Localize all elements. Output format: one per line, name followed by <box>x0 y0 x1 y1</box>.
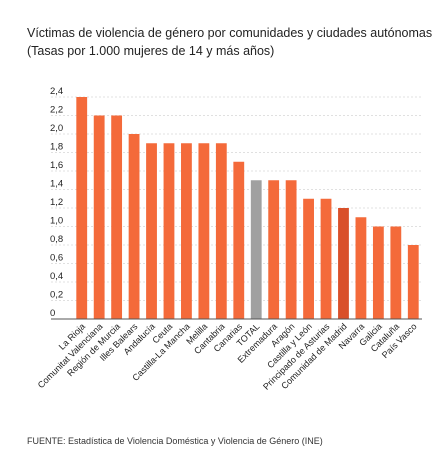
bar <box>93 115 105 319</box>
bar <box>268 180 280 319</box>
bar <box>215 143 227 319</box>
bar <box>285 180 297 319</box>
chart-subtitle: (Tasas por 1.000 mujeres de 14 y más año… <box>27 44 275 58</box>
bar <box>338 208 349 319</box>
y-tick-label: 2,0 <box>50 123 63 134</box>
bar <box>355 217 367 319</box>
bar <box>320 198 332 319</box>
bar <box>407 245 419 319</box>
bar <box>198 143 210 319</box>
y-tick-label: 2,4 <box>50 86 63 97</box>
y-tick-label: 0,8 <box>50 234 63 245</box>
chart-title: Víctimas de violencia de género por comu… <box>27 26 433 40</box>
y-tick-label: 1,2 <box>50 197 63 208</box>
chart-title-block: Víctimas de violencia de género por comu… <box>27 24 442 60</box>
y-tick-label: 0,6 <box>50 253 63 264</box>
bar <box>146 143 157 319</box>
bar <box>250 180 262 319</box>
bar <box>76 97 88 319</box>
y-tick-label: 0,2 <box>50 290 63 301</box>
bar <box>390 226 402 319</box>
y-tick-label: 1,4 <box>50 179 63 190</box>
y-tick-label: 0 <box>50 308 55 319</box>
bar <box>163 143 175 319</box>
bar <box>111 115 123 319</box>
bar <box>303 198 314 319</box>
bar <box>128 134 140 319</box>
bar <box>181 143 192 319</box>
y-tick-label: 1,6 <box>50 160 63 171</box>
source-note: FUENTE: Estadística de Violencia Domésti… <box>27 436 323 446</box>
y-tick-label: 1,0 <box>50 216 63 227</box>
y-tick-label: 0,4 <box>50 271 63 282</box>
bar <box>372 226 384 319</box>
bar <box>233 161 245 319</box>
y-tick-label: 1,8 <box>50 142 63 153</box>
y-tick-label: 2,2 <box>50 105 63 116</box>
